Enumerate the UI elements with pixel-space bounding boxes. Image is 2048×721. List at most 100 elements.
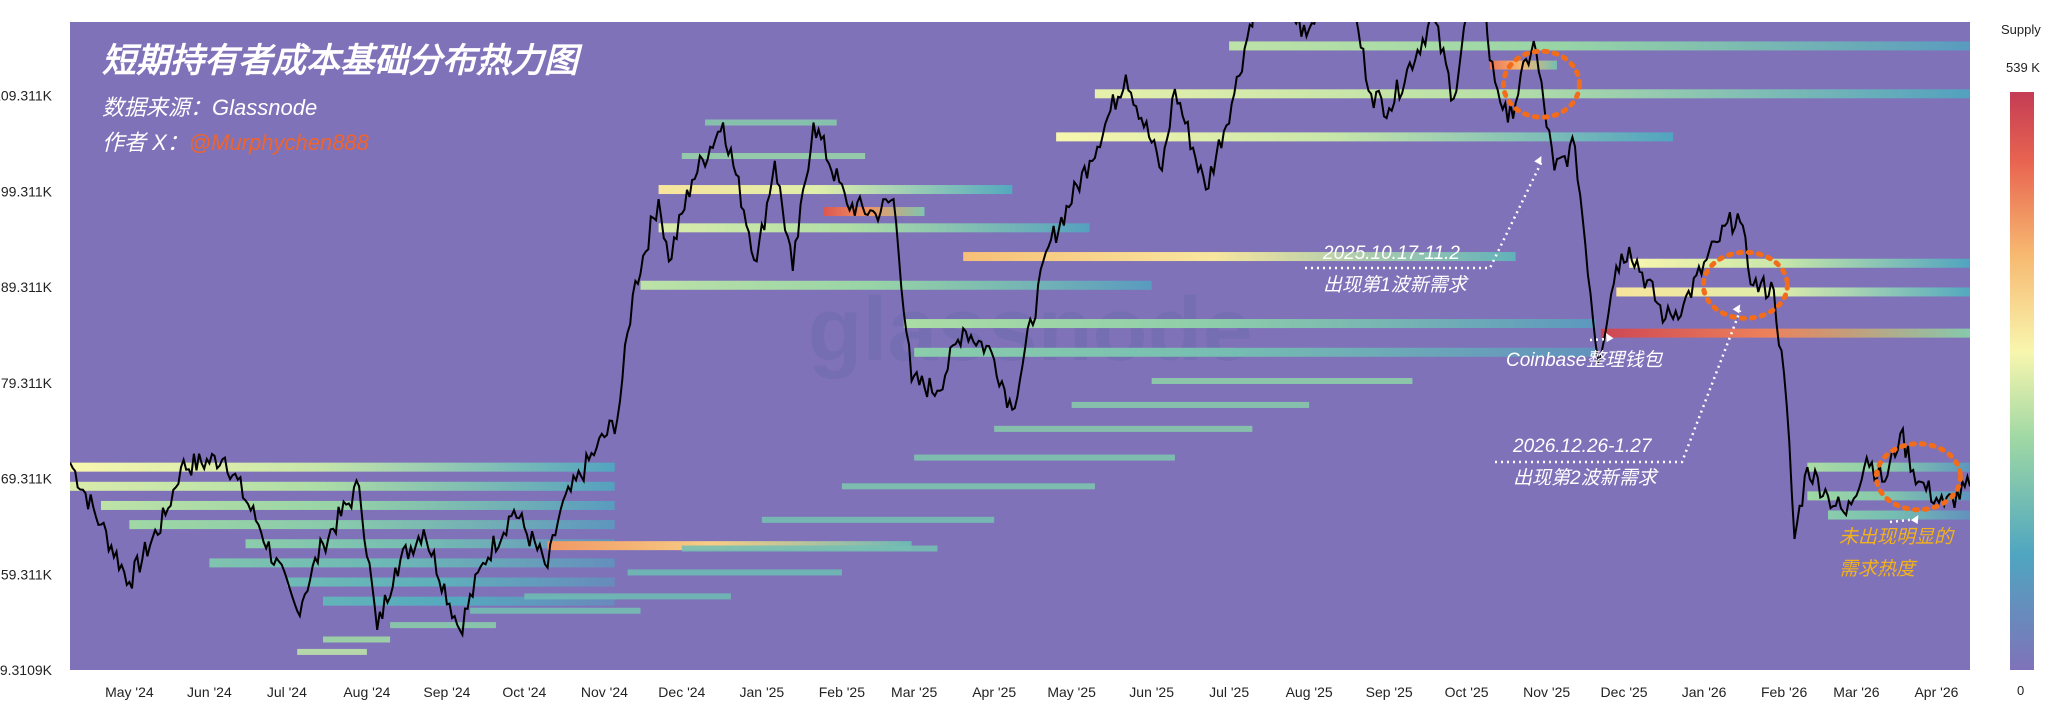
- x-tick-label: Sep '25: [1366, 684, 1413, 700]
- x-tick-label: Oct '24: [502, 684, 546, 700]
- x-tick-label: Oct '25: [1445, 684, 1489, 700]
- cost-step: [322, 636, 391, 643]
- cost-step: [681, 153, 866, 160]
- annotation-pointer: [1305, 161, 1543, 270]
- annotation-pointers: [1305, 156, 1919, 524]
- cost-step: [627, 569, 842, 576]
- x-tick-label: Apr '25: [972, 684, 1016, 700]
- colorbar-min-label: 0: [2017, 683, 2024, 698]
- annotation-arrowhead: [1606, 333, 1614, 343]
- x-tick-label: Mar '26: [1833, 684, 1879, 700]
- x-tick-label: Jul '24: [267, 684, 307, 700]
- cost-step: [761, 516, 995, 523]
- x-tick-label: Jun '24: [187, 684, 232, 700]
- y-tick-label: 99.311K: [1, 183, 53, 199]
- x-tick-label: May '25: [1047, 684, 1096, 700]
- supply-band: [963, 252, 1516, 262]
- x-tick-label: Jun '25: [1129, 684, 1174, 700]
- y-tick-label: 69.311K: [1, 471, 53, 487]
- annotation-wave2-desc: 出现第2波新需求: [1513, 467, 1660, 489]
- annotation-wave2-date: 2026.12.26-1.27: [1512, 436, 1653, 457]
- highlight-circle: [1700, 249, 1790, 321]
- price-line: [70, 22, 1970, 639]
- cost-steps: [297, 119, 1413, 655]
- colorbar-max-label: 539 K: [2006, 60, 2040, 75]
- supply-band: [1616, 287, 1970, 297]
- x-tick-label: Aug '25: [1286, 684, 1333, 700]
- supply-band: [100, 500, 615, 510]
- author-prefix: 作者 X：: [102, 130, 189, 155]
- x-tick-label: Feb '26: [1761, 684, 1807, 700]
- annotation-no-demand-1: 未出现明显的: [1839, 526, 1955, 548]
- supply-band: [286, 577, 615, 587]
- x-tick-label: Jan '26: [1682, 684, 1727, 700]
- y-tick-label: 49.3109K: [0, 662, 53, 678]
- cost-step: [705, 119, 837, 126]
- cost-step: [297, 648, 367, 655]
- x-tick-label: Nov '25: [1523, 684, 1570, 700]
- colorbar-title: Supply: [2001, 22, 2041, 37]
- chart-author: 作者 X：@Murphychen888: [102, 130, 370, 155]
- cost-step: [470, 607, 641, 614]
- x-tick-label: Aug '24: [343, 684, 390, 700]
- supply-band: [245, 539, 615, 549]
- supply-band: [640, 280, 1152, 290]
- x-tick-label: May '24: [105, 684, 154, 700]
- annotation-wave1-desc: 出现第1波新需求: [1323, 274, 1470, 296]
- supply-band: [1094, 89, 1970, 99]
- supply-band: [209, 558, 615, 568]
- cost-step: [914, 454, 1175, 461]
- cost-step: [1071, 401, 1310, 408]
- annotation-pointer: [1589, 337, 1607, 342]
- watermark: glassnode: [807, 280, 1252, 380]
- x-tick-label: Mar '25: [891, 684, 937, 700]
- supply-band: [1056, 132, 1674, 142]
- x-tick-label: Jan '25: [739, 684, 784, 700]
- supply-band: [1600, 328, 1970, 338]
- x-tick-label: Sep '24: [423, 684, 470, 700]
- x-axis: May '24 Jun '24 Jul '24 Aug '24 Sep '24 Oct '…: [105, 684, 1959, 700]
- colorbar: [2010, 92, 2034, 670]
- annotation-arrowhead: [1910, 515, 1919, 524]
- supply-band: [70, 462, 615, 472]
- y-tick-label: 89.311K: [1, 279, 53, 295]
- supply-band: [1629, 258, 1970, 268]
- annotation-coinbase: Coinbase整理钱包: [1506, 349, 1663, 371]
- chart-title: 短期持有者成本基础分布热力图: [102, 42, 583, 80]
- cost-step: [841, 483, 1095, 490]
- supply-band: [1807, 491, 1970, 501]
- y-tick-label: 59.311K: [1, 566, 53, 582]
- supply-band: [658, 223, 1090, 233]
- y-tick-label: 79.311K: [1, 375, 53, 391]
- x-tick-label: Dec '25: [1601, 684, 1648, 700]
- cost-step: [390, 622, 496, 629]
- supply-band: [1828, 510, 1970, 520]
- annotation-no-demand-2: 需求热度: [1839, 558, 1918, 580]
- x-tick-label: Apr '26: [1914, 684, 1958, 700]
- cost-step: [994, 425, 1253, 432]
- supply-band: [1252, 3, 1647, 12]
- highlight-circles: [1500, 48, 1963, 513]
- supply-band: [1229, 41, 1970, 51]
- cost-step: [681, 545, 938, 552]
- x-tick-label: Dec '24: [658, 684, 705, 700]
- supply-band: [914, 347, 1596, 357]
- cost-step: [524, 593, 731, 600]
- x-tick-label: Feb '25: [819, 684, 865, 700]
- annotation-arrowhead: [1732, 304, 1741, 314]
- annotation-pointer: [1495, 309, 1742, 464]
- y-axis: 109.311K 99.311K 89.311K 79.311K 69.311K 59.3…: [0, 88, 53, 678]
- highlight-circle: [1500, 48, 1582, 120]
- cost-step: [1151, 377, 1413, 384]
- supply-band: [70, 481, 615, 491]
- supply-band: [129, 520, 615, 530]
- annotation-wave1-date: 2025.10.17-11.2: [1322, 243, 1460, 264]
- highlight-circle: [1873, 441, 1963, 513]
- supply-band: [658, 185, 1013, 195]
- y-tick-label: 109.311K: [0, 88, 53, 104]
- chart-source: 数据来源：Glassnode: [102, 95, 317, 120]
- author-handle[interactable]: @Murphychen888: [189, 130, 370, 155]
- x-tick-label: Jul '25: [1209, 684, 1249, 700]
- x-tick-label: Nov '24: [581, 684, 628, 700]
